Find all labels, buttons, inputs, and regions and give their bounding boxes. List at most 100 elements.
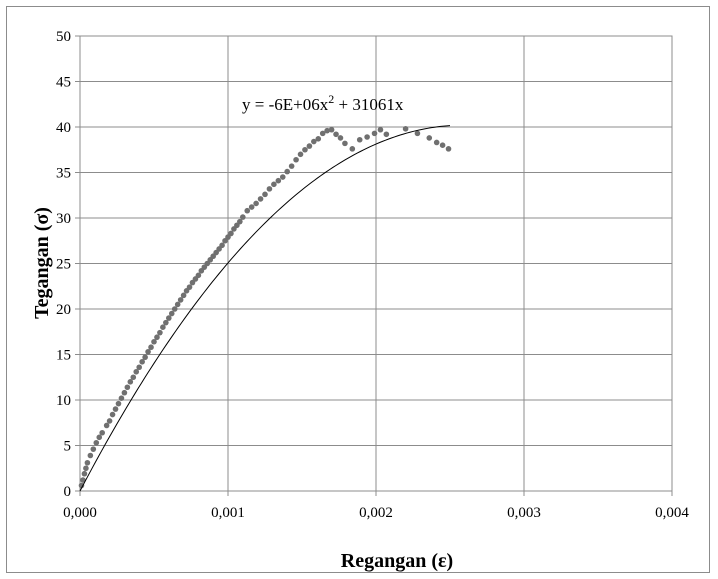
data-point <box>154 334 160 341</box>
trendline <box>79 125 451 492</box>
data-point <box>302 146 308 153</box>
y-tick-label: 5 <box>64 439 72 455</box>
data-point <box>195 272 202 279</box>
data-point <box>90 446 97 452</box>
data-point <box>136 364 142 371</box>
data-point <box>433 139 440 146</box>
data-point <box>219 242 225 249</box>
data-point <box>151 338 157 345</box>
data-point <box>349 146 356 152</box>
data-point <box>127 379 134 385</box>
y-axis-title: Tegangan (σ) <box>31 207 53 319</box>
data-point <box>445 146 452 152</box>
data-point <box>174 301 181 308</box>
x-tick-label: 0,000 <box>63 505 97 521</box>
data-point <box>180 292 187 299</box>
data-point <box>186 284 193 290</box>
data-point <box>356 136 363 143</box>
y-tick-label: 25 <box>56 257 71 273</box>
y-tick-label: 15 <box>56 348 71 364</box>
x-axis-title: Regangan (ε) <box>341 550 453 572</box>
data-point <box>275 177 282 184</box>
data-point <box>109 411 116 418</box>
data-point <box>177 297 184 303</box>
y-tick-label: 20 <box>56 302 71 318</box>
data-point <box>315 136 322 142</box>
data-point <box>439 142 446 148</box>
y-tick-label: 40 <box>56 120 71 136</box>
data-point <box>160 324 166 331</box>
data-point <box>371 130 378 137</box>
y-tick-label: 50 <box>56 29 71 45</box>
data-point <box>228 230 234 237</box>
data-point <box>364 134 370 140</box>
data-point <box>240 214 246 220</box>
data-point <box>83 465 89 472</box>
data-point <box>142 354 148 361</box>
x-tick-label: 0,004 <box>655 505 689 521</box>
data-point <box>93 439 100 446</box>
data-point <box>288 163 295 169</box>
data-point <box>402 126 409 132</box>
data-point <box>293 156 299 163</box>
x-tick-label: 0,001 <box>211 505 245 521</box>
data-point <box>78 482 85 489</box>
data-point <box>306 143 313 149</box>
data-point <box>124 384 131 391</box>
data-point <box>342 140 348 147</box>
data-point <box>139 358 145 365</box>
data-point <box>133 368 140 375</box>
data-point <box>112 406 119 412</box>
data-point <box>81 470 88 477</box>
data-point <box>145 348 151 355</box>
x-tick-labels: 0,000 0,001 0,002 0,003 0,004 <box>63 505 689 521</box>
y-tick-labels: 0 5 10 15 20 25 30 35 40 45 50 <box>56 29 71 500</box>
data-point <box>80 477 86 483</box>
plot-area-border <box>79 35 673 492</box>
data-point <box>383 131 390 138</box>
data-point <box>157 329 163 336</box>
data-point <box>311 138 317 145</box>
data-point <box>168 310 175 317</box>
x-tick-label: 0,003 <box>507 505 541 521</box>
data-point <box>130 374 137 381</box>
data-point <box>87 452 94 459</box>
data-point <box>319 130 326 137</box>
data-point <box>414 130 421 137</box>
y-tick-label: 35 <box>56 166 71 182</box>
data-point <box>121 389 128 396</box>
data-point <box>115 400 122 407</box>
chart-frame <box>6 6 710 573</box>
data-point <box>337 135 344 141</box>
data-point <box>171 306 178 312</box>
y-tick-label: 10 <box>56 393 71 409</box>
data-point <box>166 315 172 321</box>
data-point <box>99 429 105 436</box>
y-tick-label: 45 <box>56 75 71 91</box>
data-point <box>333 131 339 138</box>
data-point <box>426 135 433 141</box>
data-point <box>103 422 110 429</box>
data-point <box>237 218 243 225</box>
x-tick-label: 0,002 <box>359 505 393 521</box>
data-points <box>78 126 452 489</box>
data-point <box>148 344 154 351</box>
data-point <box>328 126 335 133</box>
data-point <box>324 127 330 134</box>
y-tick-label: 30 <box>56 211 71 227</box>
data-point <box>244 207 251 214</box>
data-point <box>253 200 259 207</box>
data-point <box>96 434 103 441</box>
data-point <box>118 395 125 401</box>
data-point <box>106 418 113 424</box>
data-point <box>84 459 91 466</box>
data-point <box>257 196 264 202</box>
data-point <box>297 151 304 158</box>
data-point <box>279 174 286 180</box>
data-point <box>284 168 291 175</box>
data-point <box>271 181 277 188</box>
data-point <box>248 204 255 210</box>
y-tick-label: 0 <box>64 484 72 500</box>
data-point <box>262 191 268 198</box>
